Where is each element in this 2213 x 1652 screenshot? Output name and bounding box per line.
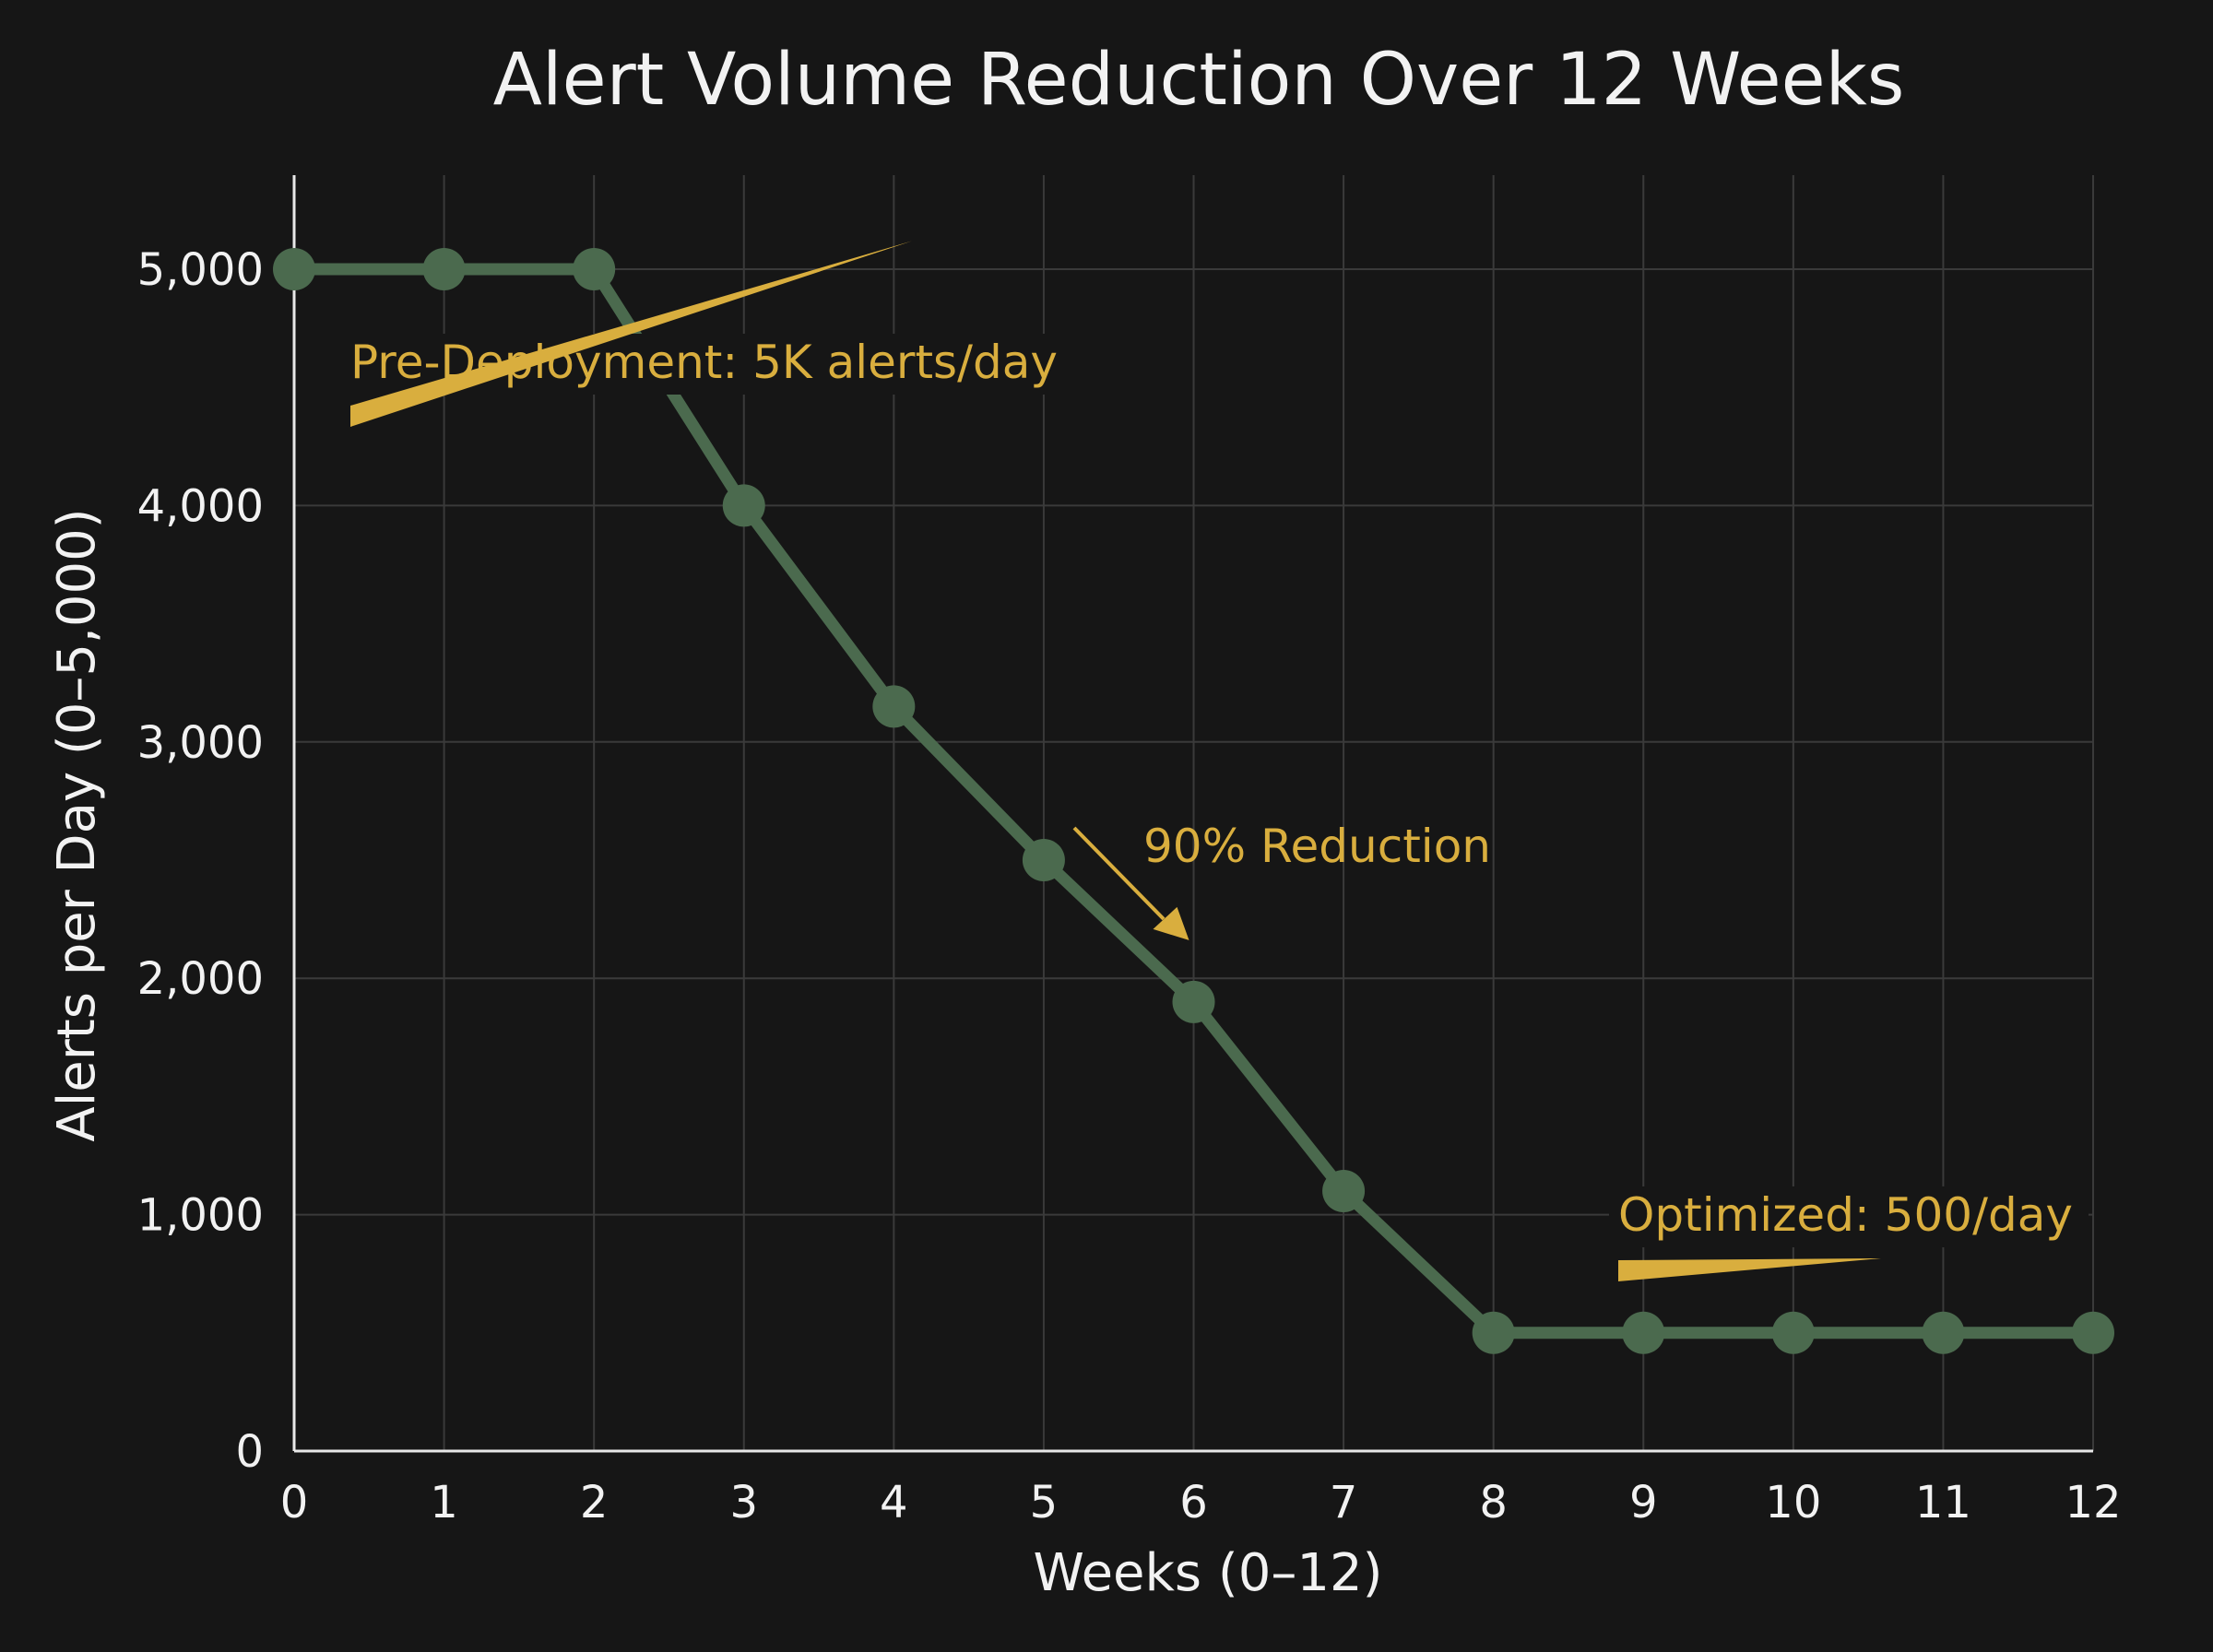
chart-title: Alert Volume Reduction Over 12 Weeks: [493, 39, 1905, 122]
data-point: [573, 248, 616, 290]
data-point: [1022, 839, 1065, 881]
x-tick-label: 5: [1030, 1477, 1059, 1528]
x-axis-label: Weeks (0–12): [1034, 1543, 1383, 1603]
data-point: [1472, 1311, 1515, 1354]
data-point: [1622, 1311, 1665, 1354]
data-point: [273, 248, 315, 290]
data-point: [1771, 1311, 1815, 1354]
x-tick-label: 10: [1765, 1477, 1821, 1528]
data-point: [872, 685, 916, 728]
tick-labels: 0 1 2 3 4 5 6 7 8 9 10 11 1201,0002,0003,0004,0005,0…: [137, 244, 2122, 1528]
data-point: [2072, 1311, 2114, 1354]
x-tick-label: 12: [2065, 1477, 2121, 1528]
annotation-pointer: [1618, 1258, 1881, 1281]
y-tick-label: 0: [235, 1426, 264, 1478]
x-tick-label: 4: [880, 1477, 908, 1528]
y-tick-label: 1,000: [137, 1190, 264, 1242]
x-tick-label: 11: [1915, 1477, 1971, 1528]
annotation-pointer: [350, 241, 913, 427]
series: [273, 248, 2114, 1354]
annotation-arrow-shaft: [1072, 826, 1166, 921]
x-tick-label: 3: [729, 1477, 758, 1528]
annotation-arrow-head: [1153, 906, 1189, 940]
y-tick-label: 3,000: [137, 717, 264, 769]
y-axis-label: Alerts per Day (0–5,000): [47, 508, 107, 1141]
data-point: [1322, 1169, 1366, 1212]
x-tick-label: 1: [430, 1477, 458, 1528]
data-point: [722, 484, 765, 527]
axes: [292, 175, 2093, 1453]
data-point: [422, 248, 466, 290]
annotation-optimized: Optimized: 500/day: [1618, 1188, 2073, 1242]
annotation-label-background: [1609, 1186, 2089, 1247]
y-tick-label: 5,000: [137, 244, 264, 296]
x-tick-label: 0: [280, 1477, 309, 1528]
data-point: [1922, 1311, 1965, 1354]
data-point: [1172, 980, 1215, 1023]
annotation-reduction: 90% Reduction: [1143, 820, 1491, 873]
x-tick-label: 6: [1179, 1477, 1208, 1528]
y-tick-label: 2,000: [137, 953, 264, 1005]
y-tick-label: 4,000: [137, 480, 264, 532]
x-tick-label: 2: [580, 1477, 609, 1528]
x-tick-label: 9: [1629, 1477, 1658, 1528]
x-tick-label: 7: [1330, 1477, 1358, 1528]
x-tick-label: 8: [1479, 1477, 1508, 1528]
